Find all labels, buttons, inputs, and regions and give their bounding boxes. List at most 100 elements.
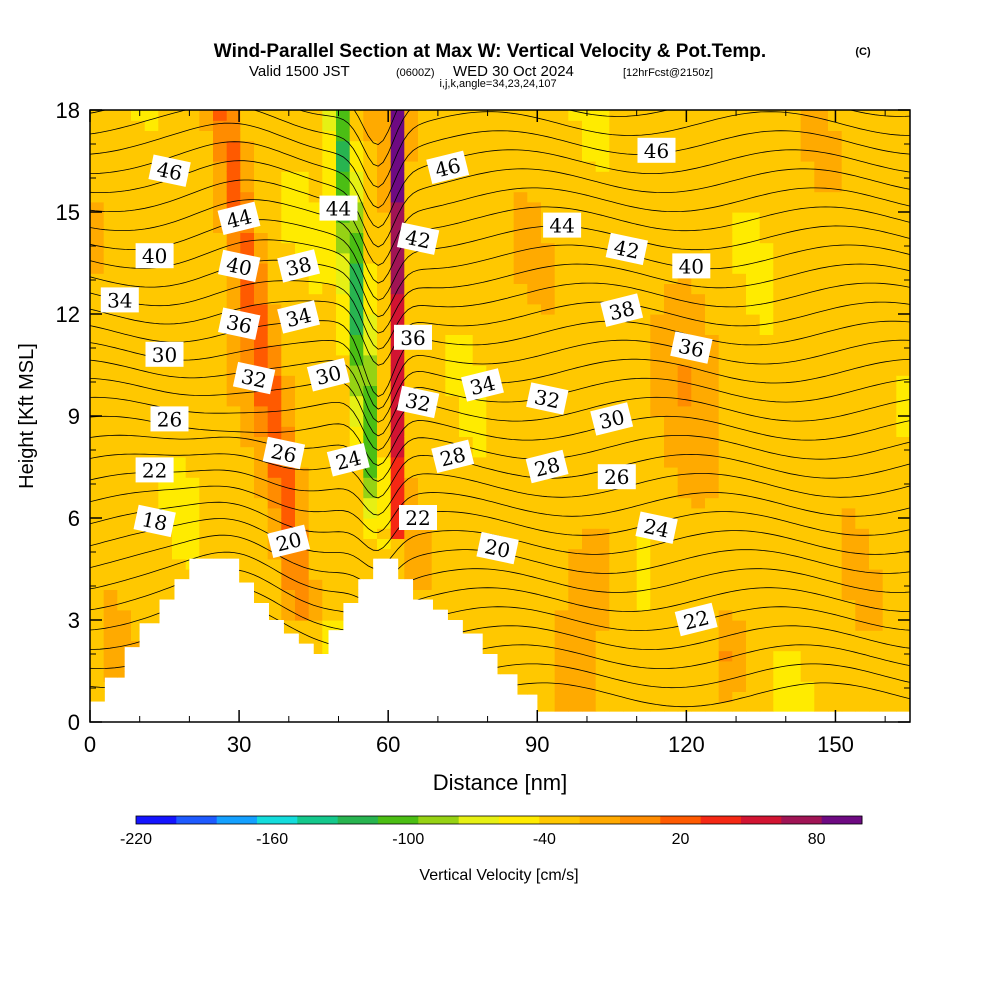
colorbar-swatch — [821, 816, 863, 824]
x-tick-label: 120 — [668, 732, 705, 757]
theta-label-text: 36 — [676, 334, 706, 363]
theta-label-text: 40 — [679, 254, 704, 278]
theta-label-text: 38 — [283, 252, 314, 281]
x-tick-label: 90 — [525, 732, 549, 757]
theta-label: 22 — [399, 505, 437, 530]
x-tick-label: 0 — [84, 732, 96, 757]
colorbar-swatch — [176, 816, 218, 824]
theta-label-text: 24 — [333, 445, 364, 474]
theta-label: 46 — [148, 154, 191, 187]
y-tick-label: 6 — [68, 506, 80, 531]
colorbar-tick-label: -100 — [392, 831, 424, 848]
colorbar-swatch — [257, 816, 298, 824]
theta-label-text: 42 — [612, 235, 642, 264]
theta-label: 36 — [394, 324, 432, 350]
theta-label: 18 — [133, 504, 176, 538]
y-tick-label: 3 — [68, 608, 80, 633]
theta-label-text: 38 — [607, 296, 638, 325]
theta-label-text: 36 — [400, 326, 425, 350]
theta-label-text: 22 — [681, 605, 712, 634]
theta-label: 38 — [600, 293, 644, 327]
theta-label: 44 — [543, 212, 582, 238]
theta-label-text: 32 — [403, 388, 433, 417]
theta-label: 32 — [232, 361, 276, 395]
x-tick-label: 150 — [817, 732, 854, 757]
theta-label: 34 — [461, 368, 504, 402]
theta-label-text: 30 — [597, 405, 628, 434]
valid-date: WED 30 Oct 2024 — [453, 63, 574, 80]
theta-label: 28 — [431, 439, 475, 474]
theta-label: 44 — [319, 195, 358, 221]
theta-label-text: 22 — [142, 458, 167, 482]
theta-label: 30 — [145, 341, 184, 367]
colorbar-swatch — [136, 816, 177, 824]
theta-label-text: 34 — [283, 303, 314, 332]
colorbar-swatch — [660, 816, 702, 824]
theta-label: 30 — [590, 402, 634, 436]
chart-title-unit: (C) — [855, 46, 871, 58]
theta-label-text: 32 — [532, 385, 562, 414]
theta-label: 40 — [218, 249, 261, 283]
valid-utc: (0600Z) — [396, 67, 435, 79]
colorbar-swatch — [378, 816, 419, 824]
theta-label-text: 26 — [157, 407, 182, 431]
theta-label: 34 — [277, 300, 321, 334]
theta-label-text: 34 — [467, 371, 498, 400]
colorbar-swatch — [579, 816, 621, 824]
theta-label-text: 22 — [405, 506, 430, 530]
colorbar-swatch — [458, 816, 500, 824]
theta-label: 26 — [597, 464, 636, 490]
theta-label: 32 — [396, 385, 440, 419]
x-tick-label: 60 — [376, 732, 400, 757]
colorbar-label: Vertical Velocity [cm/s] — [419, 867, 578, 884]
colorbar-swatch — [297, 816, 339, 824]
theta-label: 42 — [396, 222, 440, 255]
theta-label: 22 — [674, 602, 718, 637]
plot-area — [90, 110, 910, 722]
colorbar-tick-label: -40 — [533, 831, 556, 848]
colorbar-swatch — [216, 816, 258, 824]
valid-prefix: Valid 1500 JST — [249, 63, 350, 80]
theta-label: 26 — [262, 436, 306, 470]
colorbar-tick-label: -160 — [256, 831, 288, 848]
colorbar-tick-label: -220 — [120, 831, 152, 848]
theta-label: 28 — [525, 449, 569, 484]
colorbar-swatch — [539, 816, 581, 824]
y-tick-label: 12 — [56, 302, 80, 327]
colorbar-swatch — [700, 816, 742, 824]
forecast-info: [12hrFcst@2150z] — [623, 67, 713, 79]
chart-title: Wind-Parallel Section at Max W: Vertical… — [214, 41, 766, 62]
theta-label-text: 36 — [224, 310, 254, 339]
theta-label: 46 — [426, 150, 470, 185]
theta-label-text: 28 — [438, 442, 469, 471]
theta-label-text: 26 — [604, 465, 629, 489]
theta-label-text: 24 — [642, 514, 672, 543]
theta-label-text: 30 — [152, 343, 177, 367]
theta-label-text: 44 — [549, 214, 574, 238]
colorbar: -220 -160 -100 -40 20 80 — [120, 815, 863, 848]
theta-label-text: 46 — [644, 139, 669, 163]
y-tick-label: 0 — [68, 710, 80, 735]
x-axis-label: Distance [nm] — [433, 770, 568, 795]
colorbar-tick-label: 20 — [672, 831, 690, 848]
theta-label-text: 42 — [403, 225, 433, 254]
theta-label: 46 — [637, 137, 676, 163]
theta-label-text: 34 — [107, 288, 132, 312]
theta-label: 34 — [100, 287, 139, 313]
y-tick-label: 9 — [68, 404, 80, 429]
theta-label-text: 20 — [274, 527, 305, 556]
theta-label: 20 — [476, 531, 519, 565]
theta-label-text: 28 — [532, 452, 563, 481]
terrain — [90, 558, 910, 722]
theta-label-text: 40 — [142, 244, 167, 268]
theta-contour-labels: 46 44 40 40 38 34 36 34 30 32 30 26 26 24 22 18 20 44 42 46… — [100, 137, 718, 637]
colorbar-swatch — [620, 816, 661, 824]
theta-label: 30 — [306, 357, 350, 392]
colorbar-tick-label: 80 — [808, 831, 826, 848]
theta-label-text: 20 — [483, 534, 513, 563]
section-info: i,j,k,angle=34,23,24,107 — [439, 78, 556, 90]
theta-label-text: 26 — [269, 439, 299, 468]
y-tick-label: 15 — [56, 200, 80, 225]
colorbar-swatch — [337, 816, 379, 824]
